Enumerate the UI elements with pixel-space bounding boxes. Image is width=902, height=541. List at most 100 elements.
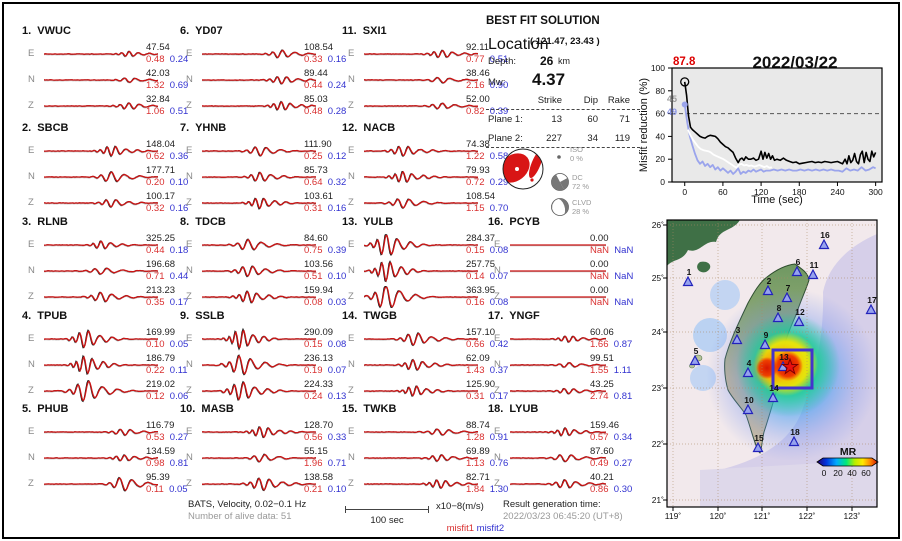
misfit1-value: 0.31 <box>304 203 323 214</box>
synthetic-trace <box>202 171 316 182</box>
misfit-values: 0.31 0.17 <box>466 392 508 402</box>
lat-tick-label: 21˚ <box>652 495 664 505</box>
misfit1-value: 0.10 <box>146 339 165 350</box>
plane1-dip: 60 <box>587 114 598 125</box>
misfit-values: 0.33 0.16 <box>304 55 346 65</box>
waveform-trace <box>44 454 158 462</box>
misfit2-value: 0.17 <box>169 297 189 308</box>
sea-south <box>700 460 877 507</box>
amplitude-value: 177.71 <box>146 165 176 176</box>
component-label: E <box>494 333 501 344</box>
misfit-values: 0.14 0.07 <box>466 272 508 282</box>
component-label: N <box>28 74 35 85</box>
mw-label: Mw: <box>488 77 506 88</box>
waveform-trace <box>364 332 478 347</box>
station-number-label: 3 <box>736 325 741 335</box>
misfit1-value: 0.21 <box>304 484 323 495</box>
waveform-trace <box>364 49 478 59</box>
waveform-trace <box>44 354 158 375</box>
amplitude-value: 32.84 <box>146 94 170 105</box>
focal-mechanism-graphic <box>502 148 569 216</box>
component-label: Z <box>348 291 354 302</box>
component-label: Z <box>186 385 192 396</box>
mw-value: 4.37 <box>532 70 566 89</box>
misfit2-value: 1.11 <box>613 365 632 376</box>
amplitude-value: 257.75 <box>466 259 496 270</box>
lat-tick-label: 25˚ <box>652 273 664 283</box>
synthetic-trace <box>510 479 606 489</box>
raw-trace <box>202 101 316 112</box>
misfit-values: 0.56 0.33 <box>304 433 346 443</box>
station-triangle-16 <box>818 238 830 250</box>
clvd-label: CLVD 28 % <box>572 198 592 216</box>
svg-text:100: 100 <box>651 63 665 73</box>
misfit-values: 0.16 0.08 <box>466 298 508 308</box>
waveform-trace <box>202 453 316 463</box>
raw-trace <box>202 266 316 278</box>
station-number-label: 18 <box>790 427 800 437</box>
station-triangle-15 <box>752 441 764 453</box>
misfit-values: 1.66 0.87 <box>590 340 632 350</box>
amplitude-value: 60.06 <box>590 327 614 338</box>
amplitude-value: 95.39 <box>146 472 170 483</box>
amplitude-value: 0.00 <box>590 285 609 296</box>
misfit-values: 0.11 0.05 <box>146 485 188 495</box>
amplitude-units: x10−8(m/s) <box>436 501 484 512</box>
station-number-label: 5 <box>694 346 699 356</box>
waveform-trace <box>44 77 158 84</box>
component-label: N <box>348 452 355 463</box>
waveform-trace <box>44 145 158 158</box>
plane2-label: Plane 2: <box>488 133 523 144</box>
station-number-label: 7 <box>786 283 791 293</box>
station-triangle-10 <box>742 403 754 415</box>
raw-trace <box>364 103 478 111</box>
component-label: E <box>28 426 35 437</box>
amplitude-value: 111.90 <box>304 139 332 150</box>
amplitude-value: 224.33 <box>304 379 334 390</box>
colorbar-tick-label: 0 <box>822 468 827 478</box>
raw-trace <box>364 429 478 437</box>
raw-trace <box>364 146 478 158</box>
misfit-values: 0.72 0.29 <box>466 178 508 188</box>
station-number-label: 2 <box>767 276 772 286</box>
misfit-values: 0.19 0.07 <box>304 366 346 376</box>
misfit2-value: 0.10 <box>327 271 347 282</box>
waveform-trace <box>202 327 316 351</box>
plane2-rake: 119 <box>614 133 630 144</box>
blue-start-marker <box>681 101 688 108</box>
misfit-values: 1.84 1.30 <box>466 485 508 495</box>
mainland-coast <box>667 220 740 266</box>
graticule <box>667 220 877 507</box>
synthetic-trace <box>44 355 158 375</box>
misfit1-value: 0.32 <box>146 203 165 214</box>
amplitude-value: 85.03 <box>304 94 328 105</box>
misfit1-value: 0.86 <box>590 484 609 495</box>
misfit-values: 0.75 0.39 <box>304 246 346 256</box>
component-label: N <box>348 359 355 370</box>
waveform-trace <box>510 479 606 489</box>
alive-data-count: Number of alive data: 51 <box>188 511 292 522</box>
station-triangle-9 <box>759 338 771 350</box>
misfit2-value: 0.30 <box>613 484 633 495</box>
misfit1-value: 0.66 <box>466 339 485 350</box>
amplitude-value: 108.54 <box>466 191 496 202</box>
data-description: BATS, Velocity, 0.02−0.1 Hz <box>188 499 307 510</box>
lat-tick-label: 26˚ <box>652 220 664 230</box>
amplitude-value: 79.93 <box>466 165 490 176</box>
misfit1-value: 1.22 <box>466 151 485 162</box>
misfit2-value: 0.16 <box>327 203 347 214</box>
misfit2-value: 0.71 <box>327 458 347 469</box>
misfit1-value: 0.72 <box>466 177 485 188</box>
plot-frame <box>671 67 883 183</box>
misfit2-value: 0.58 <box>489 151 509 162</box>
misfit2-value: 0.87 <box>613 339 633 350</box>
misfit2-value: 0.33 <box>327 432 347 443</box>
component-label: E <box>28 333 35 344</box>
station-number-label: 8 <box>777 303 782 313</box>
synthetic-trace <box>44 428 158 436</box>
amplitude-value: 0.00 <box>590 233 609 244</box>
amplitude-value: 284.37 <box>466 233 496 244</box>
waveform-trace <box>44 476 158 492</box>
station-header: 14. TWGB <box>342 310 398 322</box>
